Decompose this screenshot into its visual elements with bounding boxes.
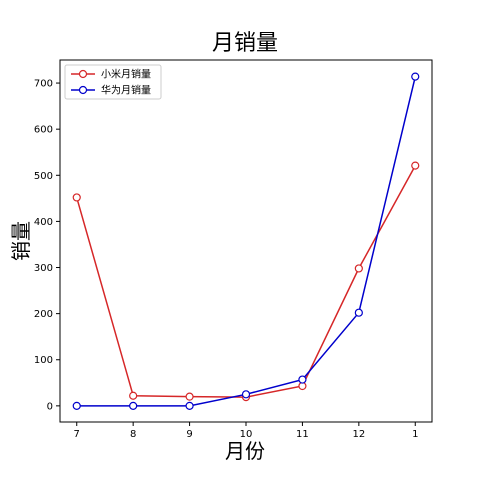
series-line-0	[75, 165, 416, 398]
y-tick-label: 300	[34, 263, 53, 274]
y-tick-label: 100	[34, 355, 53, 366]
data-point	[72, 401, 81, 410]
legend-marker	[78, 69, 88, 79]
data-point	[129, 391, 138, 400]
y-tick-label: 700	[34, 79, 53, 90]
y-tick-label: 0	[47, 401, 53, 412]
data-point	[129, 401, 138, 410]
x-tick-label: 9	[186, 429, 192, 440]
y-axis: 0 100 200 300 400 500 600 700	[34, 79, 60, 412]
x-tick-label: 8	[130, 429, 136, 440]
legend-label: 华为月销量	[101, 84, 151, 97]
data-point	[185, 401, 194, 410]
y-tick-label: 400	[34, 217, 53, 228]
y-axis-label: 销量	[9, 221, 33, 261]
x-tick-label: 1	[412, 429, 418, 440]
y-tick-label: 600	[34, 125, 53, 136]
data-point	[185, 392, 194, 401]
legend-label: 小米月销量	[101, 68, 151, 81]
x-tick-label: 11	[296, 429, 309, 440]
y-tick-label: 500	[34, 171, 53, 182]
x-axis: 7 8 9 10 11 12 1	[74, 422, 418, 440]
data-point	[354, 264, 363, 273]
series-layer	[72, 72, 420, 410]
chart-title: 月销量	[212, 31, 278, 56]
data-point	[411, 161, 420, 170]
data-point	[241, 390, 251, 399]
data-point	[354, 308, 363, 317]
x-axis-label: 月份	[225, 439, 265, 463]
x-tick-label: 12	[352, 429, 365, 440]
data-point	[298, 375, 307, 384]
series-line-1	[76, 76, 417, 407]
x-tick-label: 10	[240, 429, 253, 440]
y-tick-label: 200	[34, 309, 53, 320]
x-tick-label: 7	[74, 429, 80, 440]
legend-marker	[78, 85, 88, 95]
data-point	[72, 193, 81, 202]
data-point	[411, 72, 420, 81]
